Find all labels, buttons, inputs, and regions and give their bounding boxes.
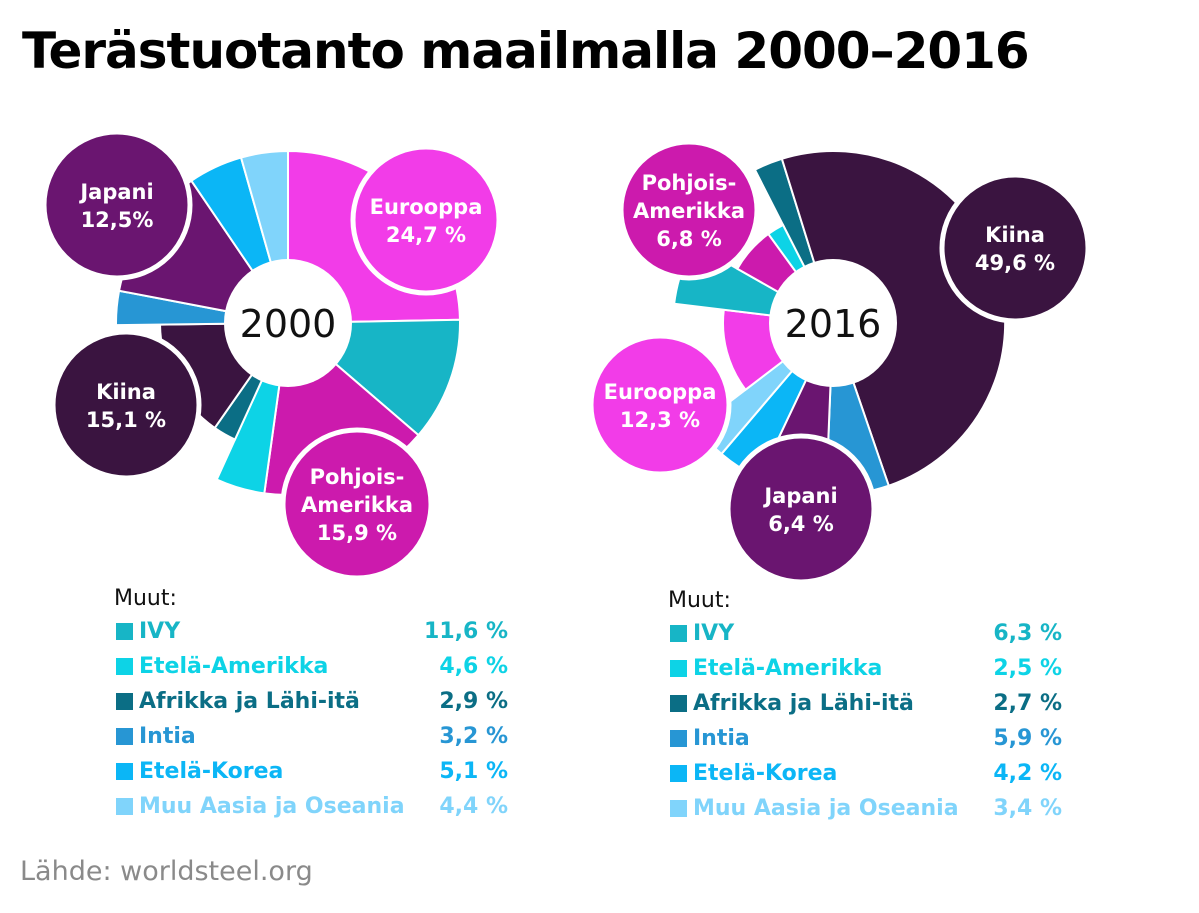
legend-row-intia: Intia 3,2 %	[114, 719, 534, 754]
legend-name: Muu Aasia ja Oseania	[693, 796, 959, 821]
legend-swatch	[116, 658, 133, 675]
bubble-japani	[41, 129, 193, 281]
center-hole	[224, 259, 352, 387]
legend-row-etela-amerikka: Etelä-Amerikka 2,5 %	[668, 651, 1088, 686]
legend-swatch	[670, 625, 687, 642]
bubble-label-eurooppa: Eurooppa	[604, 380, 717, 404]
year-label: 2000	[240, 302, 337, 346]
legend-name: Etelä-Amerikka	[693, 656, 883, 681]
legend-value: 5,9 %	[993, 726, 1062, 751]
legend-value: 6,3 %	[993, 621, 1062, 646]
legend-name: IVY	[693, 621, 735, 646]
bubble-label-pohjois-amerikka: Amerikka	[633, 199, 745, 223]
legend-swatch	[670, 660, 687, 677]
bubble-label-japani: 6,4 %	[768, 512, 834, 536]
pie-2000: 2000 Eurooppa 24,7 % Pohjois- Amerikka 15,9 %…	[41, 129, 502, 581]
legend-name: Afrikka ja Lähi-itä	[139, 689, 360, 714]
legend-swatch	[116, 798, 133, 815]
legend-row-afrikka-ja-lahi-ita: Afrikka ja Lähi-itä 2,7 %	[668, 686, 1088, 721]
legend-row-ivy: IVY 11,6 %	[114, 614, 534, 649]
legend-swatch	[116, 623, 133, 640]
legend-title: Muut:	[114, 586, 177, 611]
legend-row-muu-aasia-ja-oseania: Muu Aasia ja Oseania 4,4 %	[114, 789, 534, 824]
legend-row-etela-korea: Etelä-Korea 4,2 %	[668, 756, 1088, 791]
legend-name: Intia	[693, 726, 750, 751]
legend-2000: Muut: IVY 11,6 % Etelä-Amerikka 4,6 % Afrikk…	[114, 586, 534, 824]
bubble-label-eurooppa: Eurooppa	[370, 195, 483, 219]
legend-value: 11,6 %	[424, 619, 508, 644]
bubble-pohjois-amerikka	[618, 139, 760, 281]
bubble-label-kiina: 49,6 %	[975, 251, 1055, 275]
legend-value: 3,2 %	[439, 724, 508, 749]
bubble-label-pohjois-amerikka: Pohjois-	[642, 171, 737, 195]
bubble-label-pohjois-amerikka: 15,9 %	[317, 521, 397, 545]
legend-row-ivy: IVY 6,3 %	[668, 616, 1088, 651]
center-hole	[769, 259, 897, 387]
legend-name: Intia	[139, 724, 196, 749]
legend-swatch	[116, 728, 133, 745]
bubble-label-pohjois-amerikka: 6,8 %	[656, 227, 722, 251]
legend-value: 4,2 %	[993, 761, 1062, 786]
legend-value: 5,1 %	[439, 759, 508, 784]
legend-row-etela-korea: Etelä-Korea 5,1 %	[114, 754, 534, 789]
year-label: 2016	[785, 302, 882, 346]
bubble-label-japani: Japani	[78, 180, 153, 204]
bubble-kiina	[939, 172, 1091, 324]
legend-name: Muu Aasia ja Oseania	[139, 794, 405, 819]
legend-row-intia: Intia 5,9 %	[668, 721, 1088, 756]
legend-row-afrikka-ja-lahi-ita: Afrikka ja Lähi-itä 2,9 %	[114, 684, 534, 719]
legend-2016: Muut: IVY 6,3 % Etelä-Amerikka 2,5 % Afrikka…	[668, 588, 1088, 826]
legend-swatch	[670, 765, 687, 782]
legend-swatch	[116, 693, 133, 710]
bubble-label-pohjois-amerikka: Pohjois-	[310, 465, 405, 489]
page-title: Terästuotanto maailmalla 2000–2016	[22, 22, 1030, 80]
legend-value: 4,4 %	[439, 794, 508, 819]
legend-value: 4,6 %	[439, 654, 508, 679]
legend-name: Afrikka ja Lähi-itä	[693, 691, 914, 716]
source-note: Lähde: worldsteel.org	[20, 856, 313, 887]
bubble-label-eurooppa: 12,3 %	[620, 408, 700, 432]
legend-name: Etelä-Amerikka	[139, 654, 329, 679]
legend-swatch	[670, 730, 687, 747]
bubble-label-kiina: Kiina	[96, 380, 156, 404]
legend-swatch	[670, 695, 687, 712]
legend-name: Etelä-Korea	[693, 761, 838, 786]
bubble-eurooppa	[350, 144, 502, 296]
legend-row-etela-amerikka: Etelä-Amerikka 4,6 %	[114, 649, 534, 684]
legend-title: Muut:	[668, 588, 731, 613]
legend-value: 2,5 %	[993, 656, 1062, 681]
legend-name: Etelä-Korea	[139, 759, 284, 784]
legend-swatch	[670, 800, 687, 817]
bubble-label-kiina: 15,1 %	[86, 408, 166, 432]
bubble-label-japani: 12,5%	[81, 208, 154, 232]
pie-2016: 2016 Kiina 49,6 % Eurooppa 12,3 % Pohjois- Ame…	[588, 139, 1091, 585]
legend-swatch	[116, 763, 133, 780]
bubble-label-kiina: Kiina	[985, 223, 1045, 247]
legend-name: IVY	[139, 619, 181, 644]
bubble-eurooppa	[588, 333, 732, 477]
legend-value: 2,7 %	[993, 691, 1062, 716]
legend-row-muu-aasia-ja-oseania: Muu Aasia ja Oseania 3,4 %	[668, 791, 1088, 826]
legend-value: 3,4 %	[993, 796, 1062, 821]
bubble-pohjois-amerikka	[280, 427, 434, 581]
bubble-japani	[725, 433, 877, 585]
legend-value: 2,9 %	[439, 689, 508, 714]
bubble-kiina	[50, 329, 202, 481]
bubble-label-japani: Japani	[762, 484, 837, 508]
bubble-label-pohjois-amerikka: Amerikka	[301, 493, 413, 517]
bubble-label-eurooppa: 24,7 %	[386, 223, 466, 247]
